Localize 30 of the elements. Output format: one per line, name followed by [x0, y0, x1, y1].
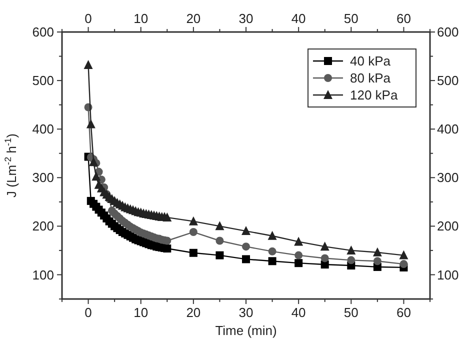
y2-tick-label: 100	[437, 267, 459, 282]
y-tick-label: 300	[32, 170, 54, 186]
x2-tick-label: 50	[344, 305, 358, 320]
x2-tick-label: 10	[134, 305, 148, 320]
x-tick-label: 10	[134, 11, 148, 26]
y2-tick-label: 600	[437, 24, 459, 40]
y-tick-label: 100	[32, 267, 54, 282]
y-tick-label: 200	[32, 218, 54, 234]
x-tick-label: 40	[291, 11, 306, 26]
legend-label: 80 kPa	[350, 70, 392, 86]
x2-tick-label: 20	[186, 305, 201, 320]
x2-tick-label: 0	[84, 305, 92, 320]
y2-tick-label: 200	[437, 218, 459, 234]
x2-tick-label: 40	[291, 305, 306, 320]
y2-tick-label: 400	[437, 122, 459, 137]
x-tick-label: 20	[186, 11, 201, 26]
y-tick-label: 500	[32, 73, 54, 88]
x2-tick-label: 30	[238, 305, 254, 320]
y2-tick-label: 300	[437, 170, 459, 186]
legend-label: 40 kPa	[350, 54, 392, 69]
x-axis-title: Time (min)	[215, 323, 277, 338]
legend-label: 120 kPa	[350, 88, 398, 103]
x-tick-label: 30	[238, 11, 254, 26]
y-tick-label: 600	[32, 24, 54, 40]
x-tick-label: 60	[396, 11, 411, 26]
x-tick-label: 50	[344, 11, 358, 26]
y2-tick-label: 500	[437, 73, 459, 88]
x-tick-label: 0	[84, 11, 92, 26]
y-tick-label: 400	[32, 122, 54, 137]
x2-tick-label: 60	[396, 305, 411, 320]
